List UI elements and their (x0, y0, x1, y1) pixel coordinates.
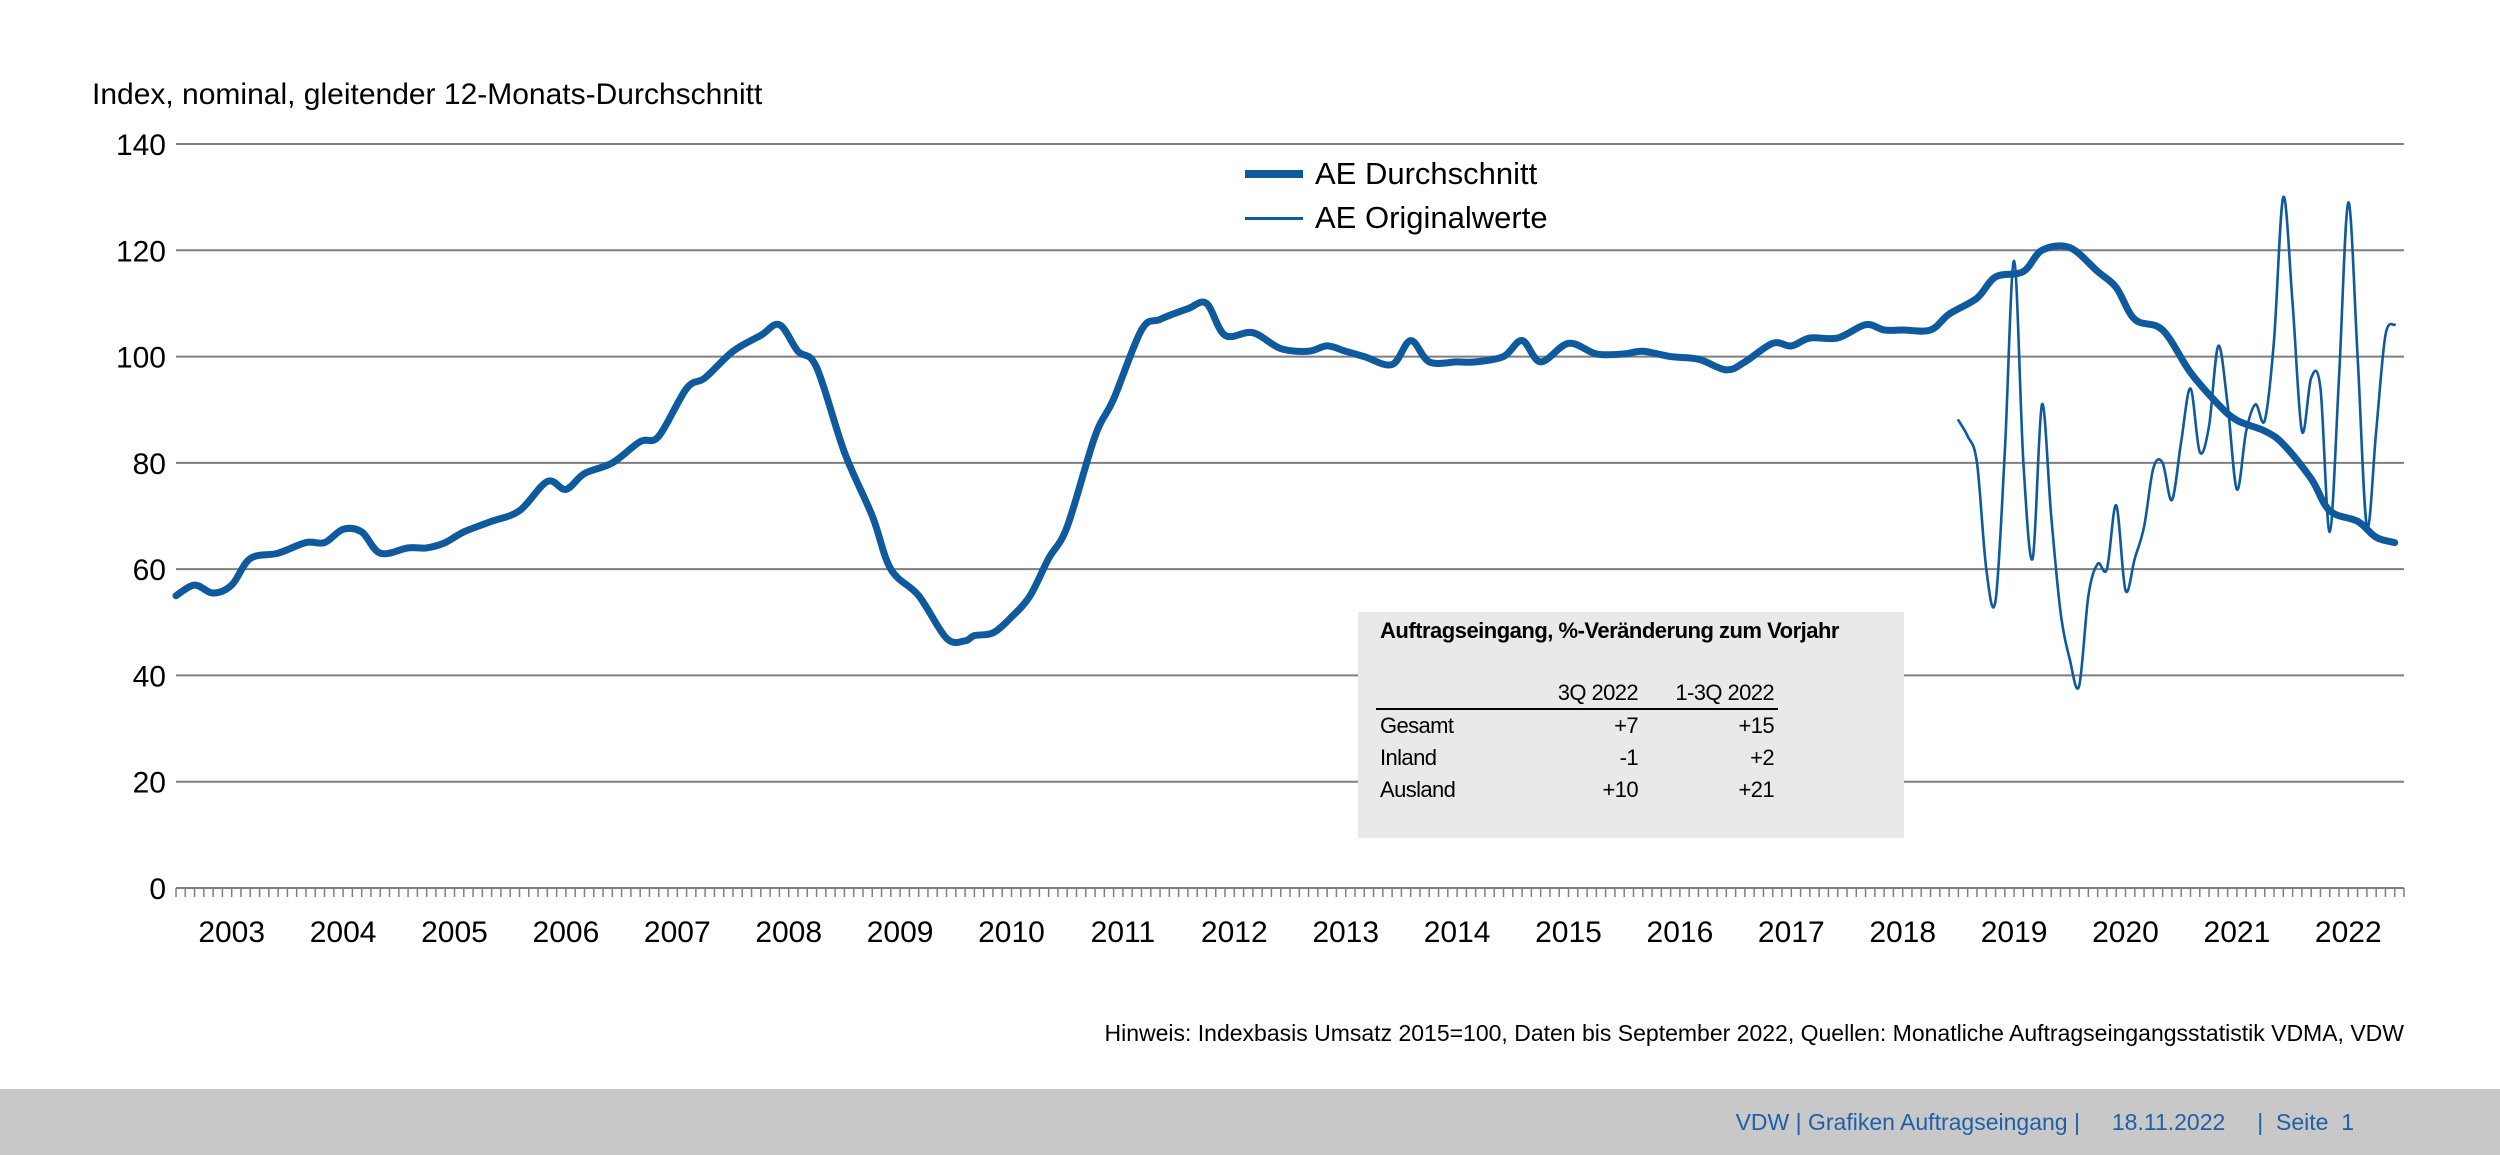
x-tick-label: 2008 (755, 916, 822, 949)
series-line-durchschnitt (172, 242, 2399, 647)
x-tick-label: 2011 (1091, 916, 1156, 949)
x-tick-label: 2005 (421, 916, 488, 949)
info-box-title: Auftragseingang, %-Veränderung zum Vorja… (1380, 618, 1840, 643)
y-tick-label: 120 (116, 235, 166, 268)
x-tick-label: 2021 (2204, 916, 2271, 949)
x-tick-label: 2009 (867, 916, 934, 949)
table-row: Ausland +10 +21 (1376, 774, 1778, 806)
x-tick-label: 2017 (1758, 916, 1825, 949)
y-tick-label: 60 (133, 554, 166, 587)
legend: AE Durchschnitt AE Originalwerte (1245, 152, 1548, 240)
legend-swatch-thick (1245, 170, 1303, 178)
y-tick-label: 100 (116, 342, 166, 375)
info-box: Auftragseingang, %-Veränderung zum Vorja… (1358, 612, 1904, 838)
cell-value: +7 (1614, 713, 1638, 738)
x-tick-label: 2010 (978, 916, 1045, 949)
y-tick-label: 0 (149, 873, 166, 906)
x-axis (175, 887, 2405, 897)
row-label: Ausland (1380, 777, 1456, 802)
footer-text: VDW | Grafiken Auftragseingang | 18.11.2… (1735, 1109, 2354, 1135)
cell-value: +10 (1602, 777, 1638, 802)
header-cell (1376, 680, 1530, 710)
x-tick-label: 2007 (644, 916, 711, 949)
table-row: Inland -1 +2 (1376, 742, 1778, 774)
x-tick-label: 2012 (1201, 916, 1268, 949)
x-tick-label: 2016 (1647, 916, 1714, 949)
header-cell: 3Q 2022 (1530, 680, 1642, 710)
legend-label: AE Originalwerte (1315, 200, 1548, 235)
legend-label: AE Durchschnitt (1315, 156, 1538, 191)
legend-item-originalwerte: AE Originalwerte (1245, 196, 1548, 240)
cell-value: +15 (1738, 713, 1774, 738)
y-axis-label: Index, nominal, gleitender 12-Monats-Dur… (92, 78, 763, 111)
series-line-originalwerte (1957, 195, 2396, 690)
x-tick-label: 2004 (310, 916, 377, 949)
row-label: Inland (1380, 745, 1437, 770)
x-tick-label: 2018 (1869, 916, 1936, 949)
source-note: Hinweis: Indexbasis Umsatz 2015=100, Dat… (1104, 1020, 2404, 1046)
x-tick-label: 2019 (1981, 916, 2048, 949)
legend-item-durchschnitt: AE Durchschnitt (1245, 152, 1548, 196)
grid-lines (176, 143, 2404, 783)
x-tick-label: 2015 (1535, 916, 1602, 949)
footer-bar: VDW | Grafiken Auftragseingang | 18.11.2… (0, 1089, 2500, 1155)
y-tick-labels: 0 20 40 60 80 100 120 140 (116, 129, 166, 906)
y-tick-label: 40 (133, 660, 166, 693)
series-lines (172, 195, 2399, 690)
x-tick-label: 2014 (1424, 916, 1491, 949)
x-tick-label: 2013 (1312, 916, 1379, 949)
cell-value: -1 (1619, 745, 1639, 770)
header-cell: 1-3Q 2022 (1642, 680, 1778, 710)
info-table: 3Q 2022 1-3Q 2022 Gesamt +7 +15 Inland -… (1376, 680, 1778, 806)
row-label: Gesamt (1380, 713, 1454, 738)
x-tick-label: 2022 (2315, 916, 2382, 949)
x-tick-label: 2006 (533, 916, 600, 949)
x-tick-labels: 2003 2004 2005 2006 2007 2008 2009 2010 2011 2012… (198, 916, 2381, 949)
info-table-header: 3Q 2022 1-3Q 2022 (1376, 680, 1778, 710)
legend-swatch-thin (1245, 216, 1303, 220)
y-tick-label: 140 (116, 129, 166, 162)
y-tick-label: 20 (133, 767, 166, 800)
x-tick-label: 2003 (198, 916, 265, 949)
x-tick-label: 2020 (2092, 916, 2159, 949)
cell-value: +21 (1738, 777, 1774, 802)
y-tick-label: 80 (133, 448, 166, 481)
table-row: Gesamt +7 +15 (1376, 709, 1778, 742)
cell-value: +2 (1750, 745, 1774, 770)
